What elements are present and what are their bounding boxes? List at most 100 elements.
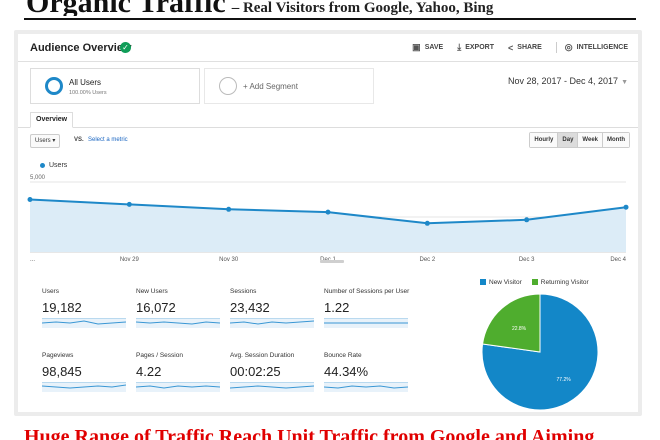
verified-check-icon: ✓ [120, 42, 131, 53]
users-data-point [27, 197, 33, 202]
heading-small: – Real Visitors from Google, Yahoo, Bing [231, 0, 494, 16]
pie-legend: New Visitor Returning Visitor [480, 279, 589, 286]
granularity-month[interactable]: Month [602, 133, 629, 147]
metric-dropdown-value: Users [35, 138, 51, 144]
y-tick-label: 5,000 [30, 175, 46, 181]
tab-row: Overview [18, 112, 638, 128]
pie-legend-returning: Returning Visitor [531, 279, 589, 286]
chart-resize-handle [320, 260, 344, 263]
segment-ring-icon [45, 77, 63, 95]
pie-slice [481, 293, 599, 411]
kpi-label: Pageviews [42, 352, 74, 359]
visitor-pie-chart: 77.2% 22.8% [481, 293, 599, 411]
share-button[interactable]: < SHARE [508, 42, 542, 53]
share-label: SHARE [517, 44, 542, 51]
vs-label: VS. [74, 137, 84, 143]
select-metric-link[interactable]: Select a metric [88, 137, 128, 143]
sparkline-path [136, 385, 220, 389]
kpi-label: Pages / Session [136, 352, 183, 359]
kpi-tile: Sessions 23,432 [230, 284, 314, 336]
sparkline-path [324, 385, 408, 389]
users-data-point [623, 204, 629, 210]
page-title: Audience Overview [30, 42, 132, 54]
bottom-caption: Huge Range of Traffic Reach Unit Traffic… [24, 426, 595, 440]
kpi-label: New Users [136, 288, 168, 295]
save-icon: ▣ [412, 42, 421, 52]
kpi-label: Sessions [230, 288, 257, 295]
date-range-picker[interactable]: Nov 28, 2017 - Dec 4, 2017 ▼ [508, 76, 628, 86]
chart-legend: Users [40, 162, 67, 169]
export-icon: ⤓ [457, 42, 462, 52]
kpi-tile: Number of Sessions per User 1.22 [324, 284, 410, 336]
x-tick-label: Nov 30 [219, 257, 239, 263]
x-tick-label: ... [30, 257, 35, 263]
kpi-value: 1.22 [324, 300, 350, 315]
segment-percentage: 100.00% Users [69, 90, 107, 96]
heading-large: Organic Traffic [26, 0, 226, 16]
kpi-tile: Pageviews 98,845 [42, 348, 126, 400]
kpi-tile: Users 19,182 [42, 284, 126, 336]
x-tick-label: Nov 29 [120, 257, 140, 263]
intelligence-button[interactable]: ◎ INTELLIGENCE [555, 42, 628, 53]
returning-visitor-swatch [531, 279, 538, 286]
kpi-label: Number of Sessions per User [324, 288, 410, 295]
users-data-point [226, 206, 232, 212]
date-range-label: Nov 28, 2017 - Dec 4, 2017 [507, 76, 619, 86]
granularity-week[interactable]: Week [577, 133, 602, 147]
pie-legend-new-label: New Visitor [489, 279, 522, 286]
x-tick-label: Dec 4 [610, 257, 626, 263]
kpi-sparkline [42, 384, 126, 389]
chevron-down-icon: ▼ [621, 79, 628, 86]
export-button[interactable]: ⤓ EXPORT [457, 42, 494, 53]
users-data-point [325, 209, 331, 215]
kpi-sparkline [136, 385, 220, 389]
kpi-value: 44.34% [324, 364, 369, 379]
pie-legend-new: New Visitor [480, 279, 522, 286]
users-area-fill [30, 199, 626, 252]
sparkline-path [230, 385, 314, 389]
kpi-sparkline [230, 385, 314, 389]
legend-users-label: Users [49, 162, 68, 169]
kpi-tile: New Users 16,072 [136, 284, 220, 336]
granularity-day[interactable]: Day [557, 133, 578, 147]
x-tick-label: Dec 2 [419, 257, 435, 263]
x-tick-label: Dec 3 [519, 257, 535, 263]
empty-segment-ring-icon [219, 77, 237, 95]
new-visitor-swatch [480, 279, 486, 286]
granularity-toggle: Hourly Day Week Month [529, 132, 630, 148]
kpi-sparkline [136, 321, 220, 325]
kpi-sparkline-bg [230, 318, 314, 328]
kpi-sparkline [324, 322, 408, 324]
intelligence-icon: ◎ [564, 42, 573, 52]
add-segment-button[interactable]: + Add Segment [204, 68, 374, 104]
article-heading: Organic Traffic – Real Visitors from Goog… [26, 0, 638, 16]
metric-dropdown[interactable]: Users ▾ [30, 134, 61, 148]
segment-name: All Users [69, 78, 102, 87]
intelligence-label: INTELLIGENCE [576, 44, 628, 51]
kpi-tile: Avg. Session Duration 00:02:25 [230, 348, 314, 400]
pie-slice-label: 22.8% [512, 326, 527, 332]
kpi-sparkline-bg [136, 382, 220, 392]
legend-dot-icon [40, 163, 45, 168]
export-label: EXPORT [465, 44, 495, 51]
kpi-label: Avg. Session Duration [230, 352, 295, 359]
pie-slice [481, 293, 541, 353]
save-label: SAVE [424, 44, 444, 51]
kpi-sparkline-bg [42, 318, 126, 328]
chart-controls: Users ▾ VS. Select a metric Hourly Day W… [18, 132, 638, 152]
sparkline-path [42, 384, 126, 389]
granularity-hourly[interactable]: Hourly [530, 133, 558, 147]
kpi-value: 16,072 [136, 300, 176, 315]
pie-slice-label: 77.2% [557, 377, 572, 383]
kpi-sparkline [324, 385, 408, 389]
share-icon: < [508, 42, 514, 53]
kpi-label: Bounce Rate [324, 352, 362, 359]
tab-overview[interactable]: Overview [30, 112, 74, 128]
report-actions: ▣ SAVE ⤓ EXPORT < SHARE ◎ INTELLIGENCE [412, 42, 628, 53]
kpi-tile: Pages / Session 4.22 [136, 348, 220, 400]
save-button[interactable]: ▣ SAVE [412, 42, 443, 53]
sparkline-path [136, 321, 220, 325]
kpi-value: 23,432 [230, 300, 270, 315]
segment-all-users[interactable]: All Users 100.00% Users [30, 68, 200, 104]
analytics-panel: Audience Overview ✓ ▣ SAVE ⤓ EXPORT < SHARE… [18, 34, 638, 412]
